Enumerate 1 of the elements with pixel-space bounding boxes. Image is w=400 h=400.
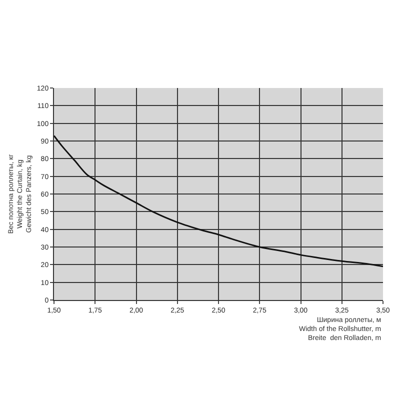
- line-series: [54, 134, 383, 268]
